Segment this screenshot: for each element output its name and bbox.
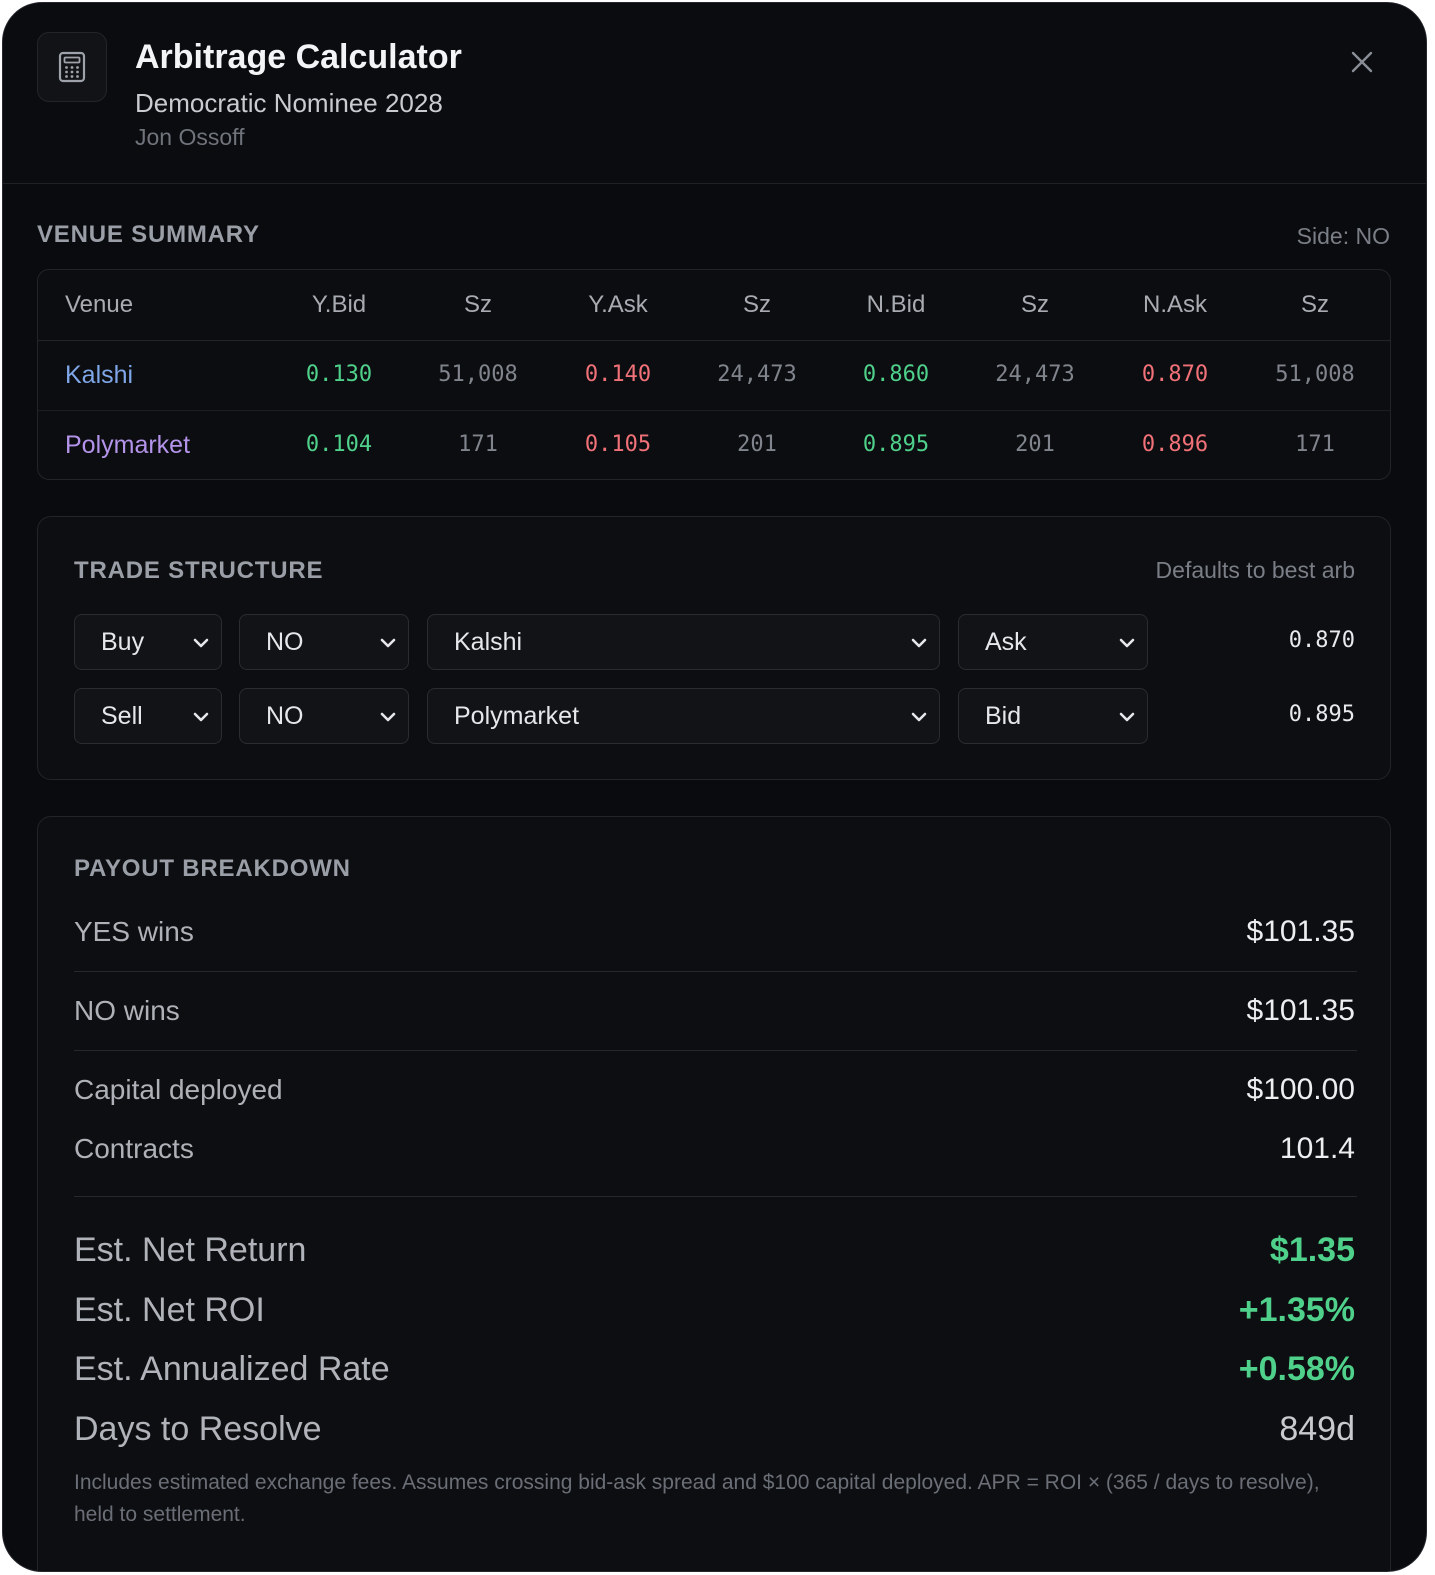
contracts-label: Contracts	[74, 1133, 194, 1164]
side-indicator: Side: NO	[1296, 223, 1390, 249]
leg2-venue-value: Polymarket	[454, 702, 580, 730]
leg1-price: 0.870	[1288, 628, 1355, 653]
venue-summary-table: Venue Y.Bid Sz Y.Ask Sz N.Bid Sz N.Ask S…	[37, 269, 1391, 480]
kalshi-no-ask: 0.870	[1141, 362, 1209, 387]
trade-structure-panel: TRADE STRUCTURE Defaults to best arb Buy…	[37, 516, 1391, 780]
kalshi-yes-ask-size: 24,473	[717, 362, 797, 387]
col-no-ask: N.Ask	[1142, 291, 1208, 318]
leg2-action-select[interactable]: Sell	[74, 688, 222, 744]
chevron-down-icon	[1119, 638, 1135, 648]
no-wins-label: NO wins	[74, 995, 180, 1026]
polymarket-yes-ask: 0.105	[584, 432, 652, 457]
days-to-resolve-label: Days to Resolve	[74, 1410, 322, 1448]
leg2-price: 0.895	[1288, 702, 1355, 727]
kalshi-yes-bid-size: 51,008	[438, 362, 518, 387]
modal-header: Arbitrage Calculator Democratic Nominee …	[3, 3, 1426, 184]
chevron-down-icon	[193, 638, 209, 648]
capital-deployed-label: Capital deployed	[74, 1074, 283, 1105]
col-no-bid-size: Sz	[1020, 291, 1050, 318]
venue-summary-label: VENUE SUMMARY	[37, 221, 260, 248]
chevron-down-icon	[380, 712, 396, 722]
col-no-ask-size: Sz	[1300, 291, 1330, 318]
close-icon	[1351, 51, 1373, 73]
capital-deployed-value: $100.00	[1246, 1073, 1355, 1106]
net-roi-value: +1.35%	[1238, 1291, 1355, 1329]
kalshi-yes-bid: 0.130	[305, 362, 373, 387]
polymarket-no-bid-size: 201	[1015, 432, 1055, 457]
leg1-price-type-select[interactable]: Ask	[958, 614, 1148, 670]
leg2-price-type-value: Bid	[985, 702, 1022, 730]
table-row-kalshi: Kalshi 0.130 51,008 0.140 24,473 0.860 2…	[38, 340, 1390, 411]
net-return-label: Est. Net Return	[74, 1231, 307, 1269]
polymarket-no-bid: 0.895	[862, 432, 930, 457]
col-yes-ask: Y.Ask	[588, 291, 648, 318]
kalshi-no-ask-size: 51,008	[1275, 362, 1355, 387]
leg1-venue-select[interactable]: Kalshi	[427, 614, 940, 670]
leg1-price-type-value: Ask	[985, 628, 1027, 656]
payout-breakdown-label: PAYOUT BREAKDOWN	[74, 855, 351, 882]
yes-wins-value: $101.35	[1246, 915, 1355, 948]
net-return-value: $1.35	[1269, 1231, 1355, 1269]
col-yes-bid-size: Sz	[463, 291, 493, 318]
col-yes-ask-size: Sz	[742, 291, 772, 318]
payout-breakdown-panel: PAYOUT BREAKDOWN YES wins $101.35 NO win…	[37, 816, 1391, 1571]
days-to-resolve-value: 849d	[1279, 1410, 1355, 1448]
chevron-down-icon	[1119, 712, 1135, 722]
trade-structure-label: TRADE STRUCTURE	[74, 557, 324, 584]
divider	[74, 1196, 1357, 1197]
polymarket-no-ask-size: 171	[1295, 432, 1335, 457]
candidate-name: Jon Ossoff	[135, 124, 245, 150]
polymarket-yes-bid: 0.104	[305, 432, 373, 457]
leg2-action-value: Sell	[101, 702, 143, 730]
polymarket-yes-bid-size: 171	[458, 432, 498, 457]
kalshi-no-bid: 0.860	[862, 362, 930, 387]
contracts-value: 101.4	[1279, 1132, 1355, 1165]
modal-title: Arbitrage Calculator	[135, 38, 462, 76]
no-wins-value: $101.35	[1246, 994, 1355, 1027]
leg1-venue-value: Kalshi	[454, 628, 523, 656]
leg2-price-type-select[interactable]: Bid	[958, 688, 1148, 744]
close-button[interactable]	[1343, 43, 1381, 81]
divider	[74, 971, 1357, 972]
calculator-icon	[37, 32, 107, 102]
chevron-down-icon	[911, 638, 927, 648]
leg2-side-select[interactable]: NO	[239, 688, 409, 744]
leg1-action-value: Buy	[101, 628, 145, 656]
annualized-rate-value: +0.58%	[1238, 1350, 1355, 1388]
venue-name-kalshi: Kalshi	[65, 361, 134, 389]
leg1-action-select[interactable]: Buy	[74, 614, 222, 670]
leg2-venue-select[interactable]: Polymarket	[427, 688, 940, 744]
yes-wins-label: YES wins	[74, 916, 194, 947]
leg1-side-select[interactable]: NO	[239, 614, 409, 670]
col-venue: Venue	[65, 291, 134, 318]
leg1-side-value: NO	[266, 628, 304, 656]
leg2-side-value: NO	[266, 702, 304, 730]
table-header-row: Venue Y.Bid Sz Y.Ask Sz N.Bid Sz N.Ask S…	[38, 270, 1390, 341]
kalshi-yes-ask: 0.140	[584, 362, 652, 387]
chevron-down-icon	[380, 638, 396, 648]
market-name: Democratic Nominee 2028	[135, 88, 443, 118]
chevron-down-icon	[911, 712, 927, 722]
chevron-down-icon	[193, 712, 209, 722]
divider	[74, 1050, 1357, 1051]
fee-footnote: Includes estimated exchange fees. Assume…	[74, 1471, 1320, 1526]
col-yes-bid: Y.Bid	[311, 291, 367, 318]
polymarket-no-ask: 0.896	[1141, 432, 1209, 457]
annualized-rate-label: Est. Annualized Rate	[74, 1350, 390, 1388]
venue-name-polymarket: Polymarket	[65, 431, 191, 459]
net-roi-label: Est. Net ROI	[74, 1291, 265, 1329]
polymarket-yes-ask-size: 201	[737, 432, 777, 457]
col-no-bid: N.Bid	[866, 291, 926, 318]
kalshi-no-bid-size: 24,473	[995, 362, 1075, 387]
trade-structure-note: Defaults to best arb	[1155, 557, 1355, 583]
table-row-polymarket: Polymarket 0.104 171 0.105 201 0.895 201…	[38, 410, 1390, 479]
